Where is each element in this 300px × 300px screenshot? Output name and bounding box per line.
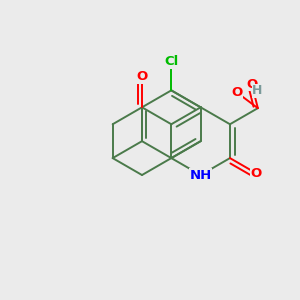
Text: NH: NH [190,169,212,182]
Text: H: H [252,84,263,97]
Text: O: O [232,86,243,99]
Text: O: O [246,78,257,91]
Text: O: O [251,167,262,180]
Text: O: O [136,70,148,83]
Text: Cl: Cl [164,55,178,68]
